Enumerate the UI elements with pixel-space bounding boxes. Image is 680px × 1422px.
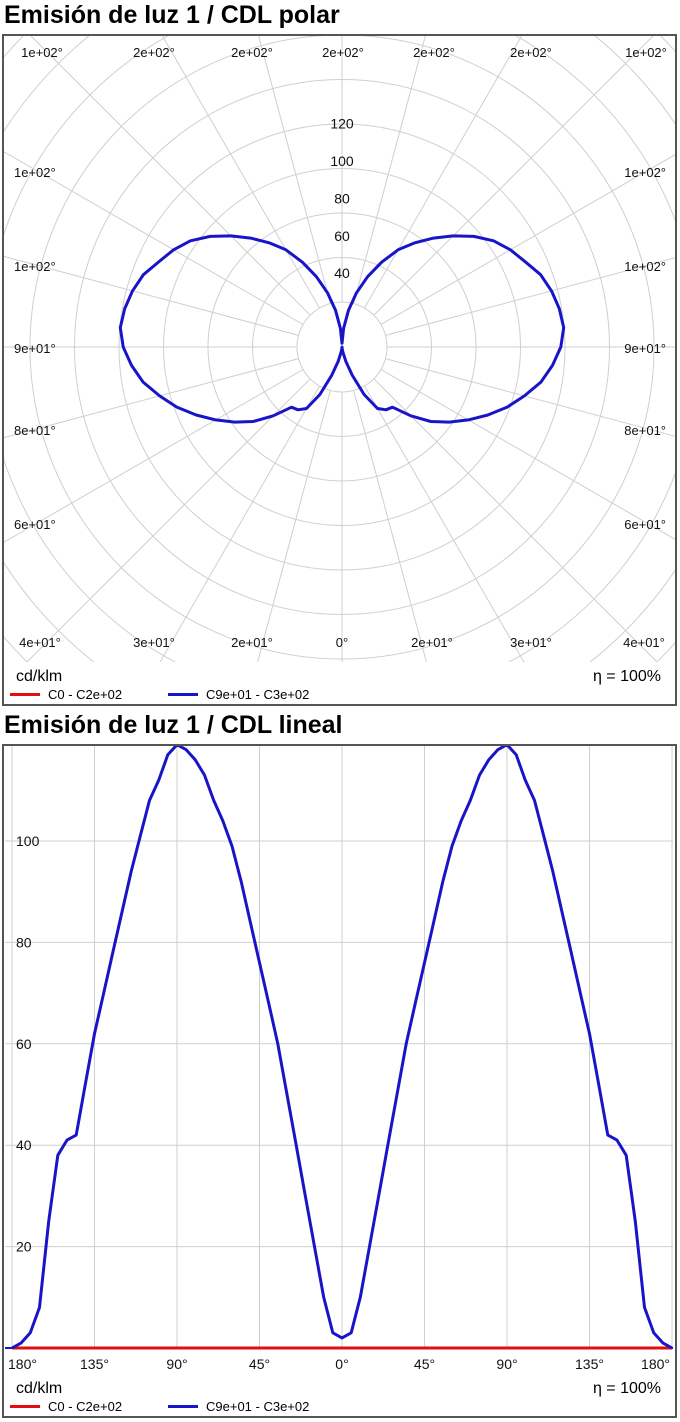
polar-grid-spoke — [257, 390, 331, 662]
linear-x-tick-label: 45° — [414, 1356, 435, 1372]
polar-angle-label: 4e+01° — [19, 635, 61, 650]
polar-grid — [4, 36, 675, 662]
linear-x-tick-label: 180° — [641, 1356, 670, 1372]
legend-line-swatch — [168, 693, 198, 696]
polar-angle-label: 1e+02° — [624, 259, 666, 274]
polar-angle-label: 6e+01° — [14, 517, 56, 532]
linear-x-tick-label: 180° — [8, 1356, 37, 1372]
polar-angle-label: 2e+02° — [510, 45, 552, 60]
linear-efficiency-label: η = 100% — [592, 1380, 661, 1397]
polar-angle-label: 3e+01° — [510, 635, 552, 650]
polar-grid-spoke — [258, 36, 331, 304]
polar-angle-label: 4e+01° — [623, 635, 665, 650]
polar-grid-spoke — [4, 151, 304, 325]
linear-x-tick-label: 90° — [496, 1356, 517, 1372]
linear-legend-item-c0: C0 - C2e+02 — [10, 1399, 122, 1414]
legend-label: C9e+01 - C3e+02 — [206, 687, 310, 702]
polar-grid-spoke — [4, 358, 299, 439]
polar-radial-tick-label: 60 — [334, 228, 350, 244]
polar-grid-spoke — [353, 36, 426, 304]
linear-y-tick-label: 100 — [16, 833, 40, 849]
polar-grid-spoke — [4, 255, 299, 336]
linear-x-tick-label: 90° — [166, 1356, 187, 1372]
polar-grid-spoke — [353, 390, 427, 662]
polar-chart-plot: 40 60 80 100 120 1e+02° 2e+02° 2e+02° 2e+02° 2e+0… — [4, 36, 675, 662]
polar-angle-label: 2e+02° — [413, 45, 455, 60]
linear-x-tick-label: 135° — [80, 1356, 109, 1372]
linear-y-tick-label: 60 — [16, 1036, 32, 1052]
linear-unit-label: cd/klm — [16, 1380, 63, 1397]
polar-grid-spoke — [380, 154, 675, 325]
polar-angle-label: 2e+01° — [411, 635, 453, 650]
legend-label: C0 - C2e+02 — [48, 687, 123, 702]
polar-angle-label: 3e+01° — [133, 635, 175, 650]
linear-chart-plot: 20 40 60 80 100 120 180° 135° 90° 45° 0° 45° 90° 135°… — [5, 746, 673, 1372]
linear-x-tick-label: 135° — [575, 1356, 604, 1372]
polar-radial-tick-label: 120 — [330, 116, 354, 132]
polar-grid-spoke — [380, 369, 675, 540]
polar-chart-title: Emisión de luz 1 / CDL polar — [4, 1, 340, 29]
linear-series-line — [11, 746, 673, 1350]
polar-angle-label: 2e+02° — [322, 45, 364, 60]
polar-angle-label: 2e+01° — [231, 635, 273, 650]
polar-angle-label: 1e+02° — [624, 165, 666, 180]
linear-x-tick-label: 0° — [335, 1356, 348, 1372]
polar-chart-panel: 40 60 80 100 120 1e+02° 2e+02° 2e+02° 2e+02° 2e+0… — [2, 34, 677, 706]
linear-legend-item-c90: C9e+01 - C3e+02 — [168, 1399, 309, 1414]
polar-series-line — [118, 234, 566, 424]
polar-angle-label: 6e+01° — [624, 517, 666, 532]
polar-grid-spoke — [30, 36, 311, 316]
legend-line-swatch — [168, 1405, 198, 1408]
legend-line-swatch — [10, 693, 40, 696]
polar-grid-spoke — [373, 378, 658, 662]
polar-grid-spoke — [161, 36, 320, 309]
polar-angle-label: 9e+01° — [14, 341, 56, 356]
polar-radial-tick-label: 80 — [334, 190, 350, 206]
linear-y-tick-label: 20 — [16, 1239, 32, 1255]
polar-radial-tick-label: 100 — [330, 153, 354, 169]
polar-grid-spoke — [364, 36, 523, 309]
legend-label: C0 - C2e+02 — [48, 1399, 123, 1414]
polar-grid-spoke — [26, 378, 311, 662]
polar-legend-item-c90: C9e+01 - C3e+02 — [168, 687, 309, 702]
polar-grid-spoke — [385, 358, 675, 437]
polar-grid-spoke — [385, 257, 675, 336]
linear-chart-panel: 20 40 60 80 100 120 180° 135° 90° 45° 0° 45° 90° 135°… — [2, 744, 677, 1418]
polar-angle-label: 1e+02° — [625, 45, 667, 60]
legend-label: C9e+01 - C3e+02 — [206, 1399, 310, 1414]
polar-angle-label: 9e+01° — [624, 341, 666, 356]
polar-unit-label: cd/klm — [16, 668, 63, 685]
linear-chart-title: Emisión de luz 1 / CDL lineal — [4, 711, 343, 739]
polar-angle-label: 2e+02° — [231, 45, 273, 60]
polar-angle-label: 1e+02° — [14, 259, 56, 274]
linear-x-tick-label: 45° — [249, 1356, 270, 1372]
polar-angle-label: 0° — [336, 635, 348, 650]
legend-line-swatch — [10, 1405, 40, 1408]
polar-angle-label: 8e+01° — [14, 423, 56, 438]
linear-y-tick-label: 80 — [16, 934, 32, 950]
linear-grid — [5, 746, 673, 1348]
linear-y-tick-label: 120 — [16, 746, 40, 748]
polar-angle-label: 2e+02° — [133, 45, 175, 60]
polar-grid-spoke — [159, 385, 320, 662]
polar-legend-item-c0: C0 - C2e+02 — [10, 687, 122, 702]
polar-angle-label: 8e+01° — [624, 423, 666, 438]
polar-grid-spoke — [4, 369, 304, 543]
polar-angle-label: 1e+02° — [21, 45, 63, 60]
polar-angle-label: 1e+02° — [14, 165, 56, 180]
linear-y-tick-label: 40 — [16, 1137, 32, 1153]
polar-efficiency-label: η = 100% — [592, 668, 661, 685]
polar-radial-tick-label: 40 — [334, 265, 350, 281]
polar-grid-spoke — [373, 36, 654, 316]
polar-grid-spoke — [364, 385, 525, 662]
